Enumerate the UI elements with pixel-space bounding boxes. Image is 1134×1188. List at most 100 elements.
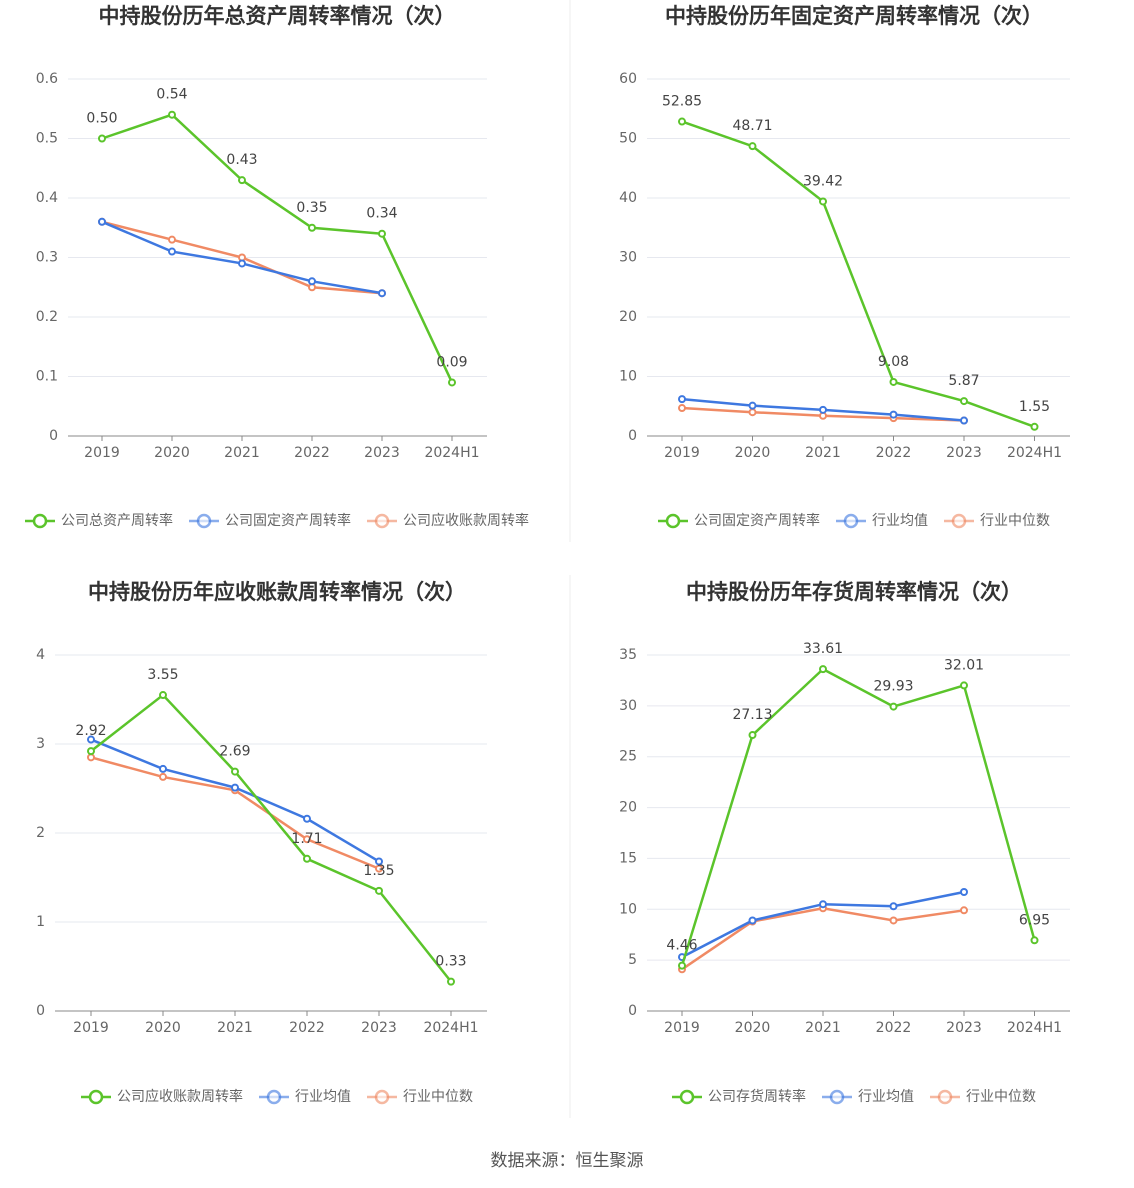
data-label: 0.35 [296,200,327,216]
data-label: 1.55 [1019,399,1050,415]
data-label: 2.69 [219,744,250,760]
y-tick-label: 20 [619,800,637,816]
legend-label: 公司固定资产周转率 [694,512,820,529]
legend-item: 公司应收账款周转率 [81,1088,243,1105]
y-tick-label: 20 [619,309,637,325]
data-label: 3.55 [147,667,178,683]
series-line [101,113,454,383]
legend-label: 行业中位数 [403,1089,473,1105]
legend-marker [679,1089,695,1105]
y-tick-label: 60 [619,71,637,87]
legend-marker [951,513,967,529]
chart-title: 中持股份历年存货周转率情况（次） [686,580,1022,604]
data-label: 29.93 [873,679,913,695]
data-point [748,142,757,151]
data-label: 0.34 [366,206,397,222]
data-point [378,289,386,298]
x-tick-label: 2024H1 [1007,445,1062,461]
legend: 公司总资产周转率 公司固定资产周转率 公司应收账款周转率 [25,512,529,529]
data-label: 32.01 [944,657,984,673]
data-point [448,378,456,387]
y-tick-label: 40 [619,190,637,206]
data-point [889,902,898,911]
x-tick-label: 2021 [805,445,841,461]
data-label: 1.71 [291,831,322,847]
data-label: 48.71 [732,118,772,134]
data-point [748,731,757,740]
data-label: 39.42 [803,173,843,189]
data-point [168,110,176,119]
data-point [678,404,686,413]
legend-label: 行业均值 [872,513,928,529]
legend-marker [665,513,681,529]
data-point [308,277,316,286]
series-line [90,693,452,983]
data-point [889,377,898,386]
data-point [819,405,827,414]
legend-label: 公司存货周转率 [708,1088,806,1105]
x-tick-label: 2024H1 [1007,1020,1062,1036]
x-tick-label: 2021 [224,445,260,461]
data-point [960,906,968,915]
y-tick-label: 4 [36,647,45,663]
data-point [375,857,383,866]
data-point [308,223,316,232]
data-point [87,747,95,756]
legend-item: 行业均值 [836,513,928,529]
data-point [238,176,246,185]
legend-label: 行业均值 [295,1089,351,1105]
data-point [168,247,176,256]
x-tick-label: 2023 [361,1020,397,1036]
legend-label: 公司固定资产周转率 [225,512,351,529]
data-point [159,691,167,700]
data-point [819,197,827,206]
x-tick-label: 2023 [946,1020,982,1036]
data-point [303,854,311,863]
data-point [375,864,383,873]
data-point [303,835,311,844]
x-tick-label: 2019 [73,1020,109,1036]
data-label: 1.35 [363,863,394,879]
legend: 公司应收账款周转率 行业均值 行业中位数 [81,1088,473,1105]
chart-title: 中持股份历年总资产周转率情况（次） [99,4,456,28]
data-point [819,900,827,909]
legend-item: 公司应收账款周转率 [367,512,529,529]
legend-label: 行业中位数 [980,513,1050,529]
legend-marker [374,513,390,529]
data-label: 52.85 [662,94,702,110]
data-point [87,753,95,762]
data-point [168,235,176,244]
y-tick-label: 10 [619,901,637,917]
data-point [159,764,167,773]
legend-item: 行业均值 [822,1089,914,1105]
y-tick-label: 0 [49,428,58,444]
legend-item: 行业中位数 [930,1089,1036,1105]
data-label: 9.08 [878,354,909,370]
data-label: 2.92 [75,723,106,739]
y-tick-label: 0.2 [36,309,58,325]
x-tick-label: 2022 [289,1020,325,1036]
x-tick-label: 2021 [805,1020,841,1036]
legend-item: 公司固定资产周转率 [658,512,820,529]
data-point [960,681,968,690]
chart-title: 中持股份历年固定资产周转率情况（次） [665,4,1043,28]
data-point [303,814,311,823]
data-point [375,886,383,895]
y-tick-label: 50 [619,131,637,147]
legend-label: 行业中位数 [966,1089,1036,1105]
chart-title: 中持股份历年应收账款周转率情况（次） [88,580,466,604]
x-tick-label: 2021 [217,1020,253,1036]
data-point [678,117,686,126]
data-point [960,887,968,896]
x-tick-label: 2024H1 [423,1020,478,1036]
legend-marker [829,1089,845,1105]
y-tick-label: 1 [36,914,45,930]
y-tick-label: 0 [36,1003,45,1019]
data-label: 0.54 [156,87,187,103]
data-label: 6.95 [1019,912,1050,928]
data-point [748,401,757,410]
y-tick-label: 0.4 [36,190,58,206]
y-tick-label: 35 [619,647,637,663]
data-point [98,134,106,143]
